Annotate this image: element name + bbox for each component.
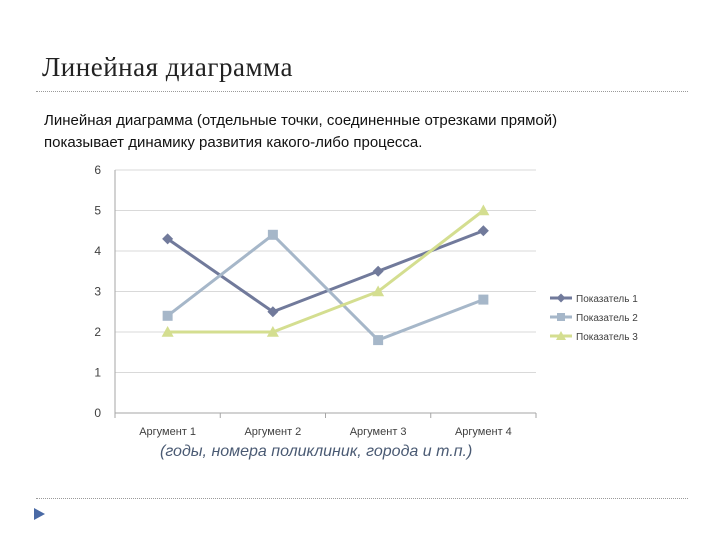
series-2-point — [162, 310, 173, 321]
series-1-point — [162, 233, 174, 245]
series-3-point — [477, 204, 490, 216]
series-1-point — [477, 225, 489, 237]
series-1-point — [267, 306, 279, 318]
legend-marker-3 — [556, 331, 566, 340]
series-2-point — [267, 229, 278, 240]
series-line-2 — [166, 233, 484, 342]
x-tick-label: Аргумент 4 — [455, 426, 512, 438]
y-tick-label: 0 — [94, 406, 101, 420]
x-tick-label: Аргумент 3 — [350, 426, 407, 438]
legend-label-1: Показатель 1 — [576, 294, 638, 305]
legend-label-2: Показатель 2 — [576, 313, 638, 324]
y-tick-label: 2 — [94, 325, 101, 339]
legend-label-3: Показатель 3 — [576, 332, 638, 343]
series-line-3 — [167, 209, 485, 334]
triangle-right-icon[interactable] — [32, 507, 46, 526]
series-1-point — [372, 265, 384, 277]
line-chart-svg: 0 1 2 3 4 5 6 Аргумент 1 Аргумент 2 Аргумент 3 Арг… — [94, 163, 638, 438]
series-3-point — [266, 326, 279, 337]
footer-divider — [36, 498, 688, 499]
body-text: Линейная диаграмма (отдельные точки, сое… — [44, 110, 684, 154]
body-text-line-1: Линейная диаграмма (отдельные точки, сое… — [44, 112, 558, 129]
series-2-point — [478, 294, 489, 305]
series-3-point — [161, 326, 174, 337]
title-divider — [36, 91, 688, 92]
legend-marker-1 — [556, 293, 566, 303]
x-tick-label: Аргумент 2 — [244, 426, 301, 438]
legend-marker-2 — [557, 313, 565, 321]
series-2-point — [373, 335, 384, 346]
y-tick-label: 1 — [94, 366, 101, 380]
y-tick-label: 3 — [94, 285, 101, 299]
series-3-point — [372, 285, 385, 297]
x-tick-label: Аргумент 1 — [139, 426, 196, 438]
body-text-line-2: показывает динамику развития какого-либо… — [44, 134, 423, 151]
y-tick-label: 5 — [94, 204, 101, 218]
series-line-1 — [166, 229, 484, 314]
triangle-right-icon-shape — [34, 508, 45, 520]
y-tick-label: 4 — [94, 244, 101, 258]
line-chart: 0 1 2 3 4 5 6 Аргумент 1 Аргумент 2 Аргумент 3 Арг… — [80, 158, 680, 470]
y-tick-label: 6 — [94, 163, 101, 177]
x-axis-caption: (годы, номера поликлиник, города и т.п.) — [160, 443, 473, 460]
slide-title: Линейная диаграмма — [42, 52, 293, 82]
